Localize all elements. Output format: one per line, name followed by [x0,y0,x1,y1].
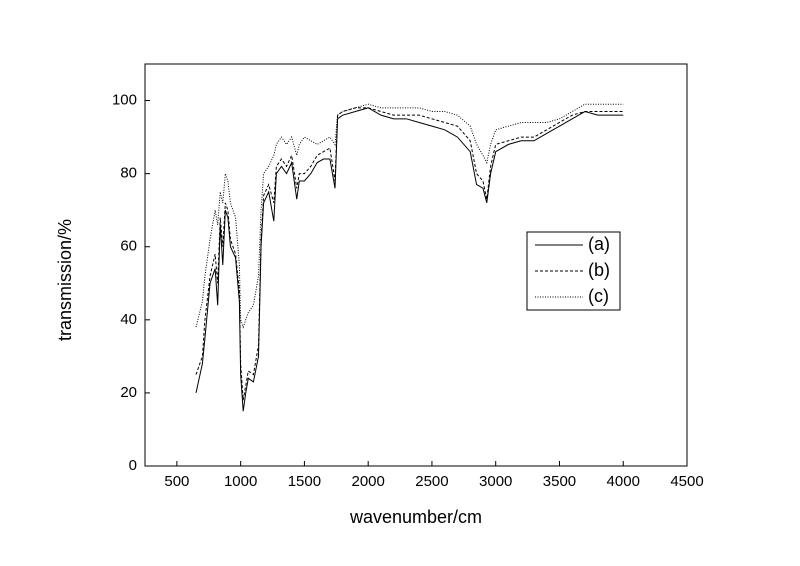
y-tick-label: 100 [112,92,137,109]
legend-label: (c) [588,286,609,306]
x-tick-label: 3500 [543,473,576,490]
series-line [195,107,624,401]
legend-label: (a) [588,234,610,254]
y-axis-label: transmission/% [55,219,75,341]
series-line [195,107,624,412]
y-tick-label: 60 [120,238,137,255]
x-tick-label: 4500 [670,473,703,490]
x-tick-label: 3000 [479,473,512,490]
y-tick-label: 20 [120,384,137,401]
x-tick-label: 4000 [607,473,640,490]
x-tick-label: 500 [164,473,189,490]
series-line [195,103,624,329]
plot-frame [144,63,688,467]
x-tick-label: 2000 [351,473,384,490]
x-tick-label: 1000 [224,473,257,490]
x-axis-label: wavenumber/cm [349,507,482,527]
legend-label: (b) [588,260,610,280]
x-tick-label: 2500 [415,473,448,490]
y-tick-label: 80 [120,165,137,182]
y-tick-label: 40 [120,311,137,328]
y-tick-label: 0 [129,457,137,474]
x-tick-label: 1500 [288,473,321,490]
